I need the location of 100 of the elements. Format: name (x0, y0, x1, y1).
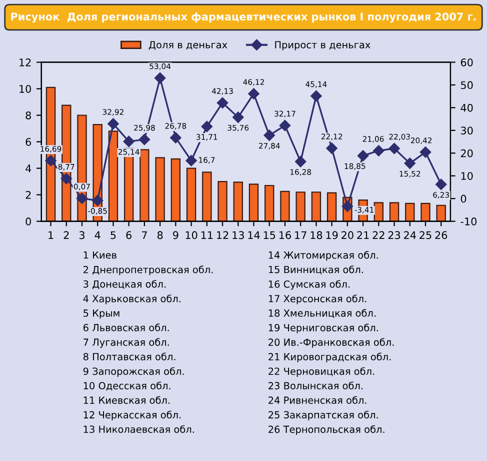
x-tick-label: 9 (173, 231, 178, 240)
y-tick-label: 0 (26, 218, 31, 226)
y-tick-label: 8 (26, 111, 31, 120)
y2-tick-label: 50 (461, 81, 473, 90)
x-tick-label: 5 (110, 231, 116, 240)
bar (140, 149, 150, 222)
y-tick-label: 6 (26, 138, 32, 146)
bar (202, 172, 212, 222)
text: 17 Херсонская обл. (268, 294, 366, 304)
point (108, 118, 119, 130)
point (248, 88, 260, 100)
point (310, 90, 322, 102)
bar (280, 190, 290, 222)
bar (218, 180, 228, 222)
text: 24 Ривненская обл. (268, 396, 366, 404)
point (123, 136, 134, 148)
text: 19 Черниговская обл. (268, 324, 378, 334)
bar (233, 182, 243, 222)
bar (389, 202, 400, 222)
x-tick-label: 7 (142, 231, 147, 239)
point (264, 130, 275, 141)
text: 9 Запорожская обл. (83, 367, 184, 377)
bar (296, 192, 306, 222)
bar (420, 202, 430, 222)
text: 8 Полтавская обл. (83, 352, 176, 360)
point (170, 132, 182, 144)
text: 23 Волынская обл. (268, 382, 362, 390)
y2-tick-label: 0 (460, 194, 466, 203)
x-tick-label: 17 (295, 231, 306, 239)
x-tick-label: 12 (217, 231, 228, 239)
point (76, 192, 88, 204)
y2-tick-label: 30 (460, 126, 473, 135)
y-tick-label: 2 (26, 191, 31, 199)
text: 18 Хмельницкая обл. (268, 309, 376, 318)
point (154, 72, 166, 84)
y-tick-label: 4 (26, 164, 32, 172)
point (420, 146, 432, 158)
x-tick-label: 6 (126, 231, 132, 240)
x-tick-label: 14 (248, 231, 260, 239)
y2-tick-label: 60 (460, 58, 473, 66)
x-tick-label: 19 (326, 231, 338, 240)
x-tick-label: 24 (404, 231, 416, 239)
text: 12 Черкасская обл. (84, 410, 181, 420)
text: 14 Житомирская обл. (268, 251, 378, 261)
x-tick-label: 21 (357, 231, 369, 239)
x-tick-label: 18 (310, 231, 322, 240)
text: 10 Одесская обл. (84, 382, 170, 391)
point (342, 200, 354, 212)
point (388, 142, 400, 154)
bar (436, 204, 446, 222)
x-tick-label: 16 (279, 231, 291, 240)
x-tick-label: 11 (201, 231, 213, 239)
bar (326, 192, 337, 222)
bar (170, 158, 181, 222)
point (186, 155, 197, 166)
point (279, 120, 291, 132)
bar (264, 184, 274, 222)
text: 25 Закарпатская обл. (268, 410, 378, 420)
point (373, 145, 384, 156)
y2-tick-label: 40 (460, 104, 473, 112)
x-tick-label: 1 (48, 231, 54, 239)
y2-tick-label: 20 (460, 149, 473, 158)
x-tick-label: 8 (157, 231, 163, 240)
point (45, 155, 56, 166)
y-tick-label: 10 (20, 84, 31, 93)
point (216, 97, 228, 108)
x-tick-label: 25 (420, 231, 432, 240)
chart-title: Рисунок Доля региональных фармацевтических рынков I полугодия 2007 г. (11, 12, 476, 23)
x-tick-label: 2 (64, 231, 69, 239)
text: 7 Луганская обл. (84, 338, 169, 348)
text: 2 Днепропетровская обл. (84, 266, 213, 276)
x-tick-label: 4 (94, 231, 100, 239)
text: 6 Львовская обл. (83, 324, 169, 332)
x-tick-label: 23 (388, 231, 400, 240)
text: 3 Донецкая обл. (84, 280, 166, 290)
text: 11 Киевская обл. (84, 396, 170, 404)
x-tick-label: 26 (435, 231, 448, 240)
point (232, 112, 244, 123)
text: 15 Винницкая обл. (268, 266, 363, 274)
text: 22 Черновицкая обл. (268, 367, 374, 377)
bar (186, 168, 196, 222)
y-tick-label: 12 (20, 58, 31, 66)
bar (311, 192, 322, 222)
x-tick-label: 20 (342, 231, 354, 240)
bar (374, 202, 384, 222)
point (60, 173, 72, 184)
x-tick-label: 15 (264, 231, 276, 240)
point (138, 134, 150, 146)
point (404, 158, 416, 169)
text: 16 Сумская обл. (268, 280, 350, 290)
text: 5 Крым (84, 310, 120, 319)
legend-label: Доля в деньгах (148, 41, 228, 50)
point (326, 142, 338, 154)
x-tick-label: 22 (372, 231, 384, 239)
point (357, 150, 369, 162)
point (436, 178, 447, 190)
x-tick-label: 13 (232, 231, 244, 240)
x-tick-label: 3 (79, 231, 84, 240)
bar (248, 184, 259, 222)
bar (405, 202, 415, 222)
